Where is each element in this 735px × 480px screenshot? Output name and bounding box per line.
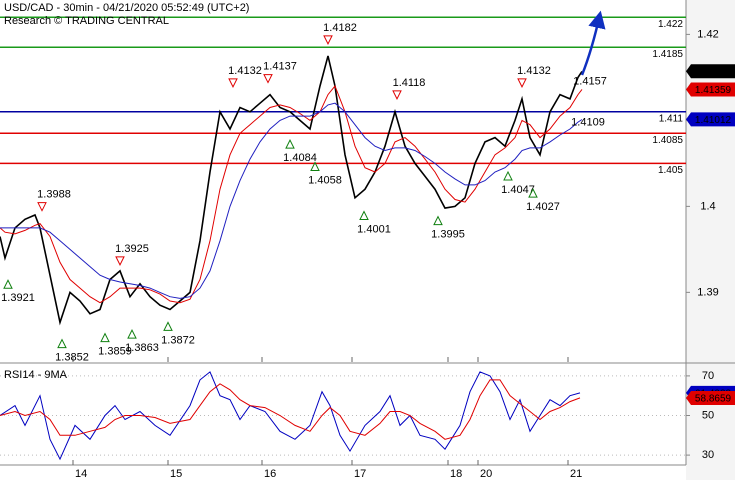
high-marker [228, 78, 238, 88]
annotation-label: 1.4137 [263, 60, 297, 72]
y-tick-label: 70 [702, 370, 714, 382]
high-marker [263, 74, 273, 84]
level-label: 1.4185 [652, 49, 683, 60]
annotation-label: 1.4084 [283, 152, 317, 164]
annotation-label: 1.3872 [161, 334, 195, 346]
x-tick-label: 15 [170, 468, 182, 480]
x-tick-label: 17 [354, 468, 366, 480]
annotation-label: 1.4058 [308, 174, 342, 186]
low-marker [310, 161, 320, 171]
price-tag-label: 1.41572 [695, 67, 732, 78]
x-tick-label: 21 [570, 468, 582, 480]
low-marker [100, 332, 110, 343]
x-tick-label: 16 [264, 468, 276, 480]
annotation-label: 1.3859 [98, 346, 132, 358]
annotation-label: 1.4047 [501, 184, 535, 196]
annotation-label: 1.3852 [55, 352, 89, 364]
low-marker [285, 139, 295, 149]
low-marker [127, 329, 137, 339]
x-tick-label: 14 [75, 468, 87, 480]
high-marker [115, 256, 125, 266]
rsi-title: RSI14 - 9MA [4, 369, 68, 381]
x-tick-label: 18 [450, 468, 462, 480]
annotation-label: 1.4182 [323, 22, 357, 34]
level-label: 1.405 [658, 165, 683, 176]
annotation-label: 1.4118 [393, 77, 426, 89]
low-marker [57, 338, 67, 349]
high-marker [392, 90, 402, 101]
y-tick-label: 30 [702, 449, 714, 461]
series-line [0, 102, 583, 299]
low-marker [528, 188, 538, 198]
series-line [0, 371, 581, 461]
low-marker [503, 170, 513, 181]
annotation-label: 1.3863 [125, 342, 159, 354]
price-tag [686, 64, 735, 79]
low-marker [359, 210, 369, 221]
chart-subtitle: Research © TRADING CENTRAL [4, 15, 169, 27]
annotation-label: 1.4132 [228, 65, 262, 77]
price-tag-label: 1.41359 [695, 85, 732, 96]
high-marker [323, 35, 333, 45]
annotation-label: 1.4001 [357, 223, 391, 235]
level-label: 1.411 [659, 113, 684, 124]
low-marker [163, 321, 173, 331]
annotation-label: 1.3995 [431, 229, 465, 241]
y-tick-label: 1.4 [700, 200, 715, 212]
level-label: 1.4085 [652, 135, 683, 146]
annotation-label: 1.4157 [573, 75, 607, 87]
annotation-label: 1.4027 [526, 201, 560, 213]
forecast-arrow [580, 10, 606, 76]
low-marker [433, 215, 443, 226]
y-tick-label: 50 [702, 409, 714, 421]
annotation-label: 1.4109 [571, 117, 605, 129]
price-tag [686, 82, 735, 97]
high-marker [37, 202, 47, 212]
y-tick-label: 1.42 [697, 28, 718, 40]
annotation-label: 1.3925 [115, 243, 149, 255]
price-tag-label: 1.41012 [695, 115, 732, 126]
chart-title: USD/CAD - 30min - 04/21/2020 05:52:49 (U… [4, 2, 249, 14]
price-tag-label: 58.8659 [695, 394, 732, 405]
x-tick-label: 20 [480, 468, 492, 480]
price-tag [686, 390, 735, 405]
y-tick-label: 1.39 [697, 286, 718, 298]
annotation-label: 1.3988 [37, 189, 71, 201]
series-line [0, 379, 581, 440]
level-label: 1.422 [658, 19, 683, 30]
price-tag [686, 112, 735, 127]
low-marker [3, 279, 13, 289]
annotation-label: 1.4132 [517, 65, 551, 77]
series-line [0, 85, 583, 304]
annotation-label: 1.3921 [1, 292, 35, 304]
high-marker [517, 78, 527, 88]
